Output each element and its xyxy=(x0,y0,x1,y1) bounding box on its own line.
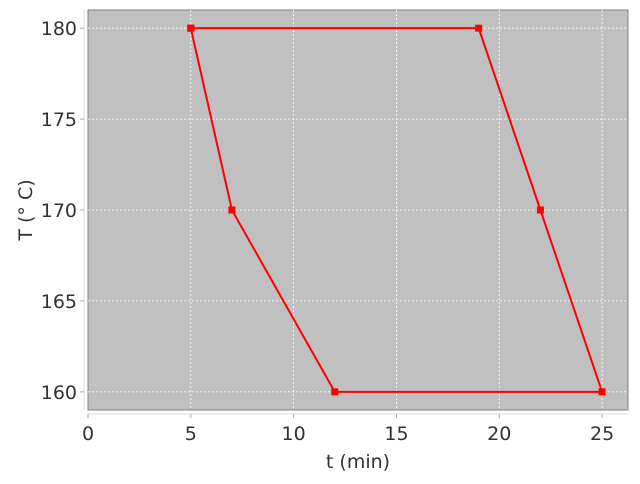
data-point xyxy=(598,388,606,396)
y-axis-label: T (° C) xyxy=(15,179,37,241)
x-tick-label: 5 xyxy=(185,423,197,445)
x-tick-label: 0 xyxy=(82,423,94,445)
x-tick-label: 20 xyxy=(487,423,511,445)
data-point xyxy=(475,24,483,32)
y-tick-label: 160 xyxy=(41,382,77,404)
x-tick-label: 15 xyxy=(384,423,408,445)
series xyxy=(187,24,606,396)
x-tick-label: 10 xyxy=(282,423,306,445)
y-tick-label: 180 xyxy=(41,18,77,40)
data-point xyxy=(536,206,544,214)
x-axis-label: t (min) xyxy=(326,451,390,473)
data-point xyxy=(187,24,195,32)
x-tick-label: 25 xyxy=(590,423,614,445)
data-point xyxy=(228,206,236,214)
data-point xyxy=(331,388,339,396)
y-tick-label: 175 xyxy=(41,109,77,131)
y-tick-label: 165 xyxy=(41,291,77,313)
ticks: 0 5 10 15 20 25 160 165 170 175 180 xyxy=(41,18,614,445)
y-tick-label: 170 xyxy=(41,200,77,222)
